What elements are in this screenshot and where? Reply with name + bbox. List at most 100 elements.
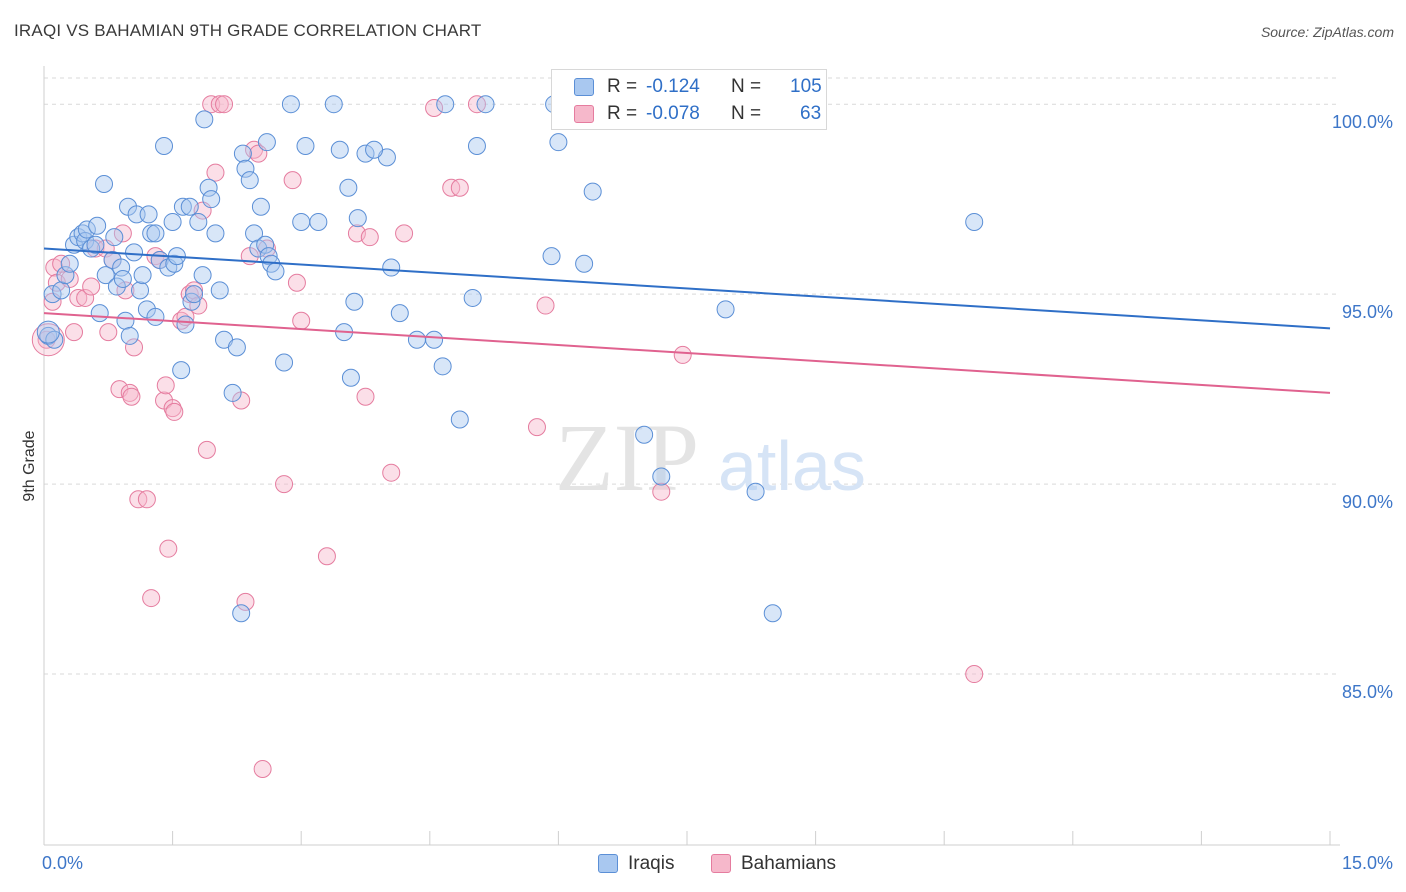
iraqis-point-5 (60, 254, 79, 273)
watermark-atlas: atlas (718, 427, 866, 505)
iraqis-point-9 (76, 231, 95, 250)
bahamians-point-39 (210, 95, 229, 114)
bahamians-point-56 (382, 463, 401, 482)
x-tick-label-max: 15.0% (1342, 853, 1393, 873)
iraqis-point-53 (223, 383, 242, 402)
iraqis-point-101 (965, 212, 984, 231)
legend-label-bahamians: Bahamians (741, 853, 837, 874)
y-tick-label-1: 90.0% (1342, 492, 1393, 512)
bahamians-point-8 (76, 288, 95, 307)
iraqis-point-19 (107, 277, 126, 296)
iraqis-point-48 (199, 178, 218, 197)
iraqis-point-84 (425, 330, 444, 349)
n-label: N = (731, 103, 762, 124)
axes (43, 66, 1340, 846)
iraqis-point-64 (259, 247, 278, 266)
iraqis-point-93 (549, 133, 568, 152)
iraqis-point-90 (476, 95, 495, 114)
bahamians-point-51 (292, 311, 311, 330)
iraqis-point-76 (341, 368, 360, 387)
iraqis-point-68 (281, 95, 300, 114)
iraqis-point-32 (146, 307, 165, 326)
iraqis-point-37 (165, 254, 184, 273)
iraqis-point-73 (330, 140, 349, 159)
bahamians-point-64 (652, 482, 671, 501)
iraqis-point-91 (542, 247, 561, 266)
iraqis-point-50 (206, 224, 225, 243)
iraqis-point-24 (120, 326, 139, 345)
bahamians-point-21 (137, 490, 156, 509)
iraqis-point-51 (210, 281, 229, 300)
iraqis-point-98 (716, 300, 735, 319)
bahamians-point-26 (156, 376, 175, 395)
iraqis-point-39 (172, 361, 191, 380)
iraqis-point-82 (390, 304, 409, 323)
bahamians-point-33 (185, 281, 204, 300)
iraqis-point-87 (450, 410, 469, 429)
iraqis-point-67 (275, 353, 294, 372)
source-label: Source: ZipAtlas.com (1260, 24, 1394, 40)
iraqis-point-43 (182, 292, 201, 311)
bahamians-point-18 (122, 387, 141, 406)
chart-title: IRAQI VS BAHAMIAN 9TH GRADE CORRELATION … (14, 21, 482, 40)
bahamians-point-15 (113, 224, 132, 243)
r-label: R = (607, 76, 638, 97)
y-tick-label-2: 95.0% (1342, 302, 1393, 322)
iraqis-point-95 (583, 182, 602, 201)
r-label: R = (607, 103, 638, 124)
bahamians-point-55 (360, 228, 379, 247)
bahamians-trend-line (43, 312, 1331, 394)
bahamians-point-27 (159, 539, 178, 558)
iraqis-point-104 (146, 224, 165, 243)
bahamians-point-62 (527, 418, 546, 437)
bahamians-point-60 (450, 178, 469, 197)
bahamians-swatch (574, 105, 594, 123)
iraqis-point-78 (348, 209, 367, 228)
bahamians-point-63 (536, 296, 555, 315)
iraqis-point-4 (56, 266, 75, 285)
bahamians-point-49 (283, 171, 302, 190)
iraqis-point-14 (90, 304, 109, 323)
iraqis-point-36 (163, 212, 182, 231)
iraqis-point-77 (345, 292, 364, 311)
legend-label-iraqis: Iraqis (628, 853, 675, 874)
iraqis-point-94 (575, 254, 594, 273)
bahamians-point-66 (965, 665, 984, 684)
iraqis-point-96 (635, 425, 654, 444)
iraqis-point-56 (233, 144, 252, 163)
bahamians-point-54 (356, 387, 375, 406)
bahamians-point-36 (197, 440, 216, 459)
iraqis-point-55 (232, 604, 251, 623)
iraqis-point-69 (292, 212, 311, 231)
bahamians-point-58 (425, 98, 444, 117)
bahamians-point-9 (82, 277, 101, 296)
iraqis-point-79 (356, 144, 375, 163)
iraqis-point-103 (365, 140, 384, 159)
n-label: N = (731, 76, 762, 97)
iraqis-point-22 (116, 311, 135, 330)
iraqis-point-58 (240, 171, 259, 190)
iraqis-point-62 (256, 235, 275, 254)
iraqis-point-59 (245, 224, 264, 243)
bahamians-point-38 (206, 163, 225, 182)
bahamians-legend-swatch (711, 854, 731, 873)
bahamians-point-65 (673, 345, 692, 364)
y-tick-label-0: 85.0% (1342, 682, 1393, 702)
iraqis-point-72 (324, 95, 343, 114)
bahamians-point-48 (275, 475, 294, 494)
iraqis-point-86 (436, 95, 455, 114)
iraqis-point-20 (112, 258, 131, 277)
iraqis-point-97 (652, 467, 671, 486)
stats-legend: R = -0.124 N = 105 R = -0.078 N = 63 (551, 69, 827, 130)
tick-labels: 85.0% 90.0% 95.0% 100.0% 0.0% 15.0% (42, 112, 1393, 873)
iraqis-point-27 (131, 281, 150, 300)
iraqis-swatch (574, 78, 594, 96)
bahamians-point-7 (69, 288, 88, 307)
iraqis-point-28 (133, 266, 152, 285)
iraqis-point-1 (43, 285, 62, 304)
iraqis-point-49 (202, 190, 221, 209)
bahamians-point-52 (317, 547, 336, 566)
iraqis-point-83 (407, 330, 426, 349)
iraqis-point-10 (77, 220, 96, 239)
